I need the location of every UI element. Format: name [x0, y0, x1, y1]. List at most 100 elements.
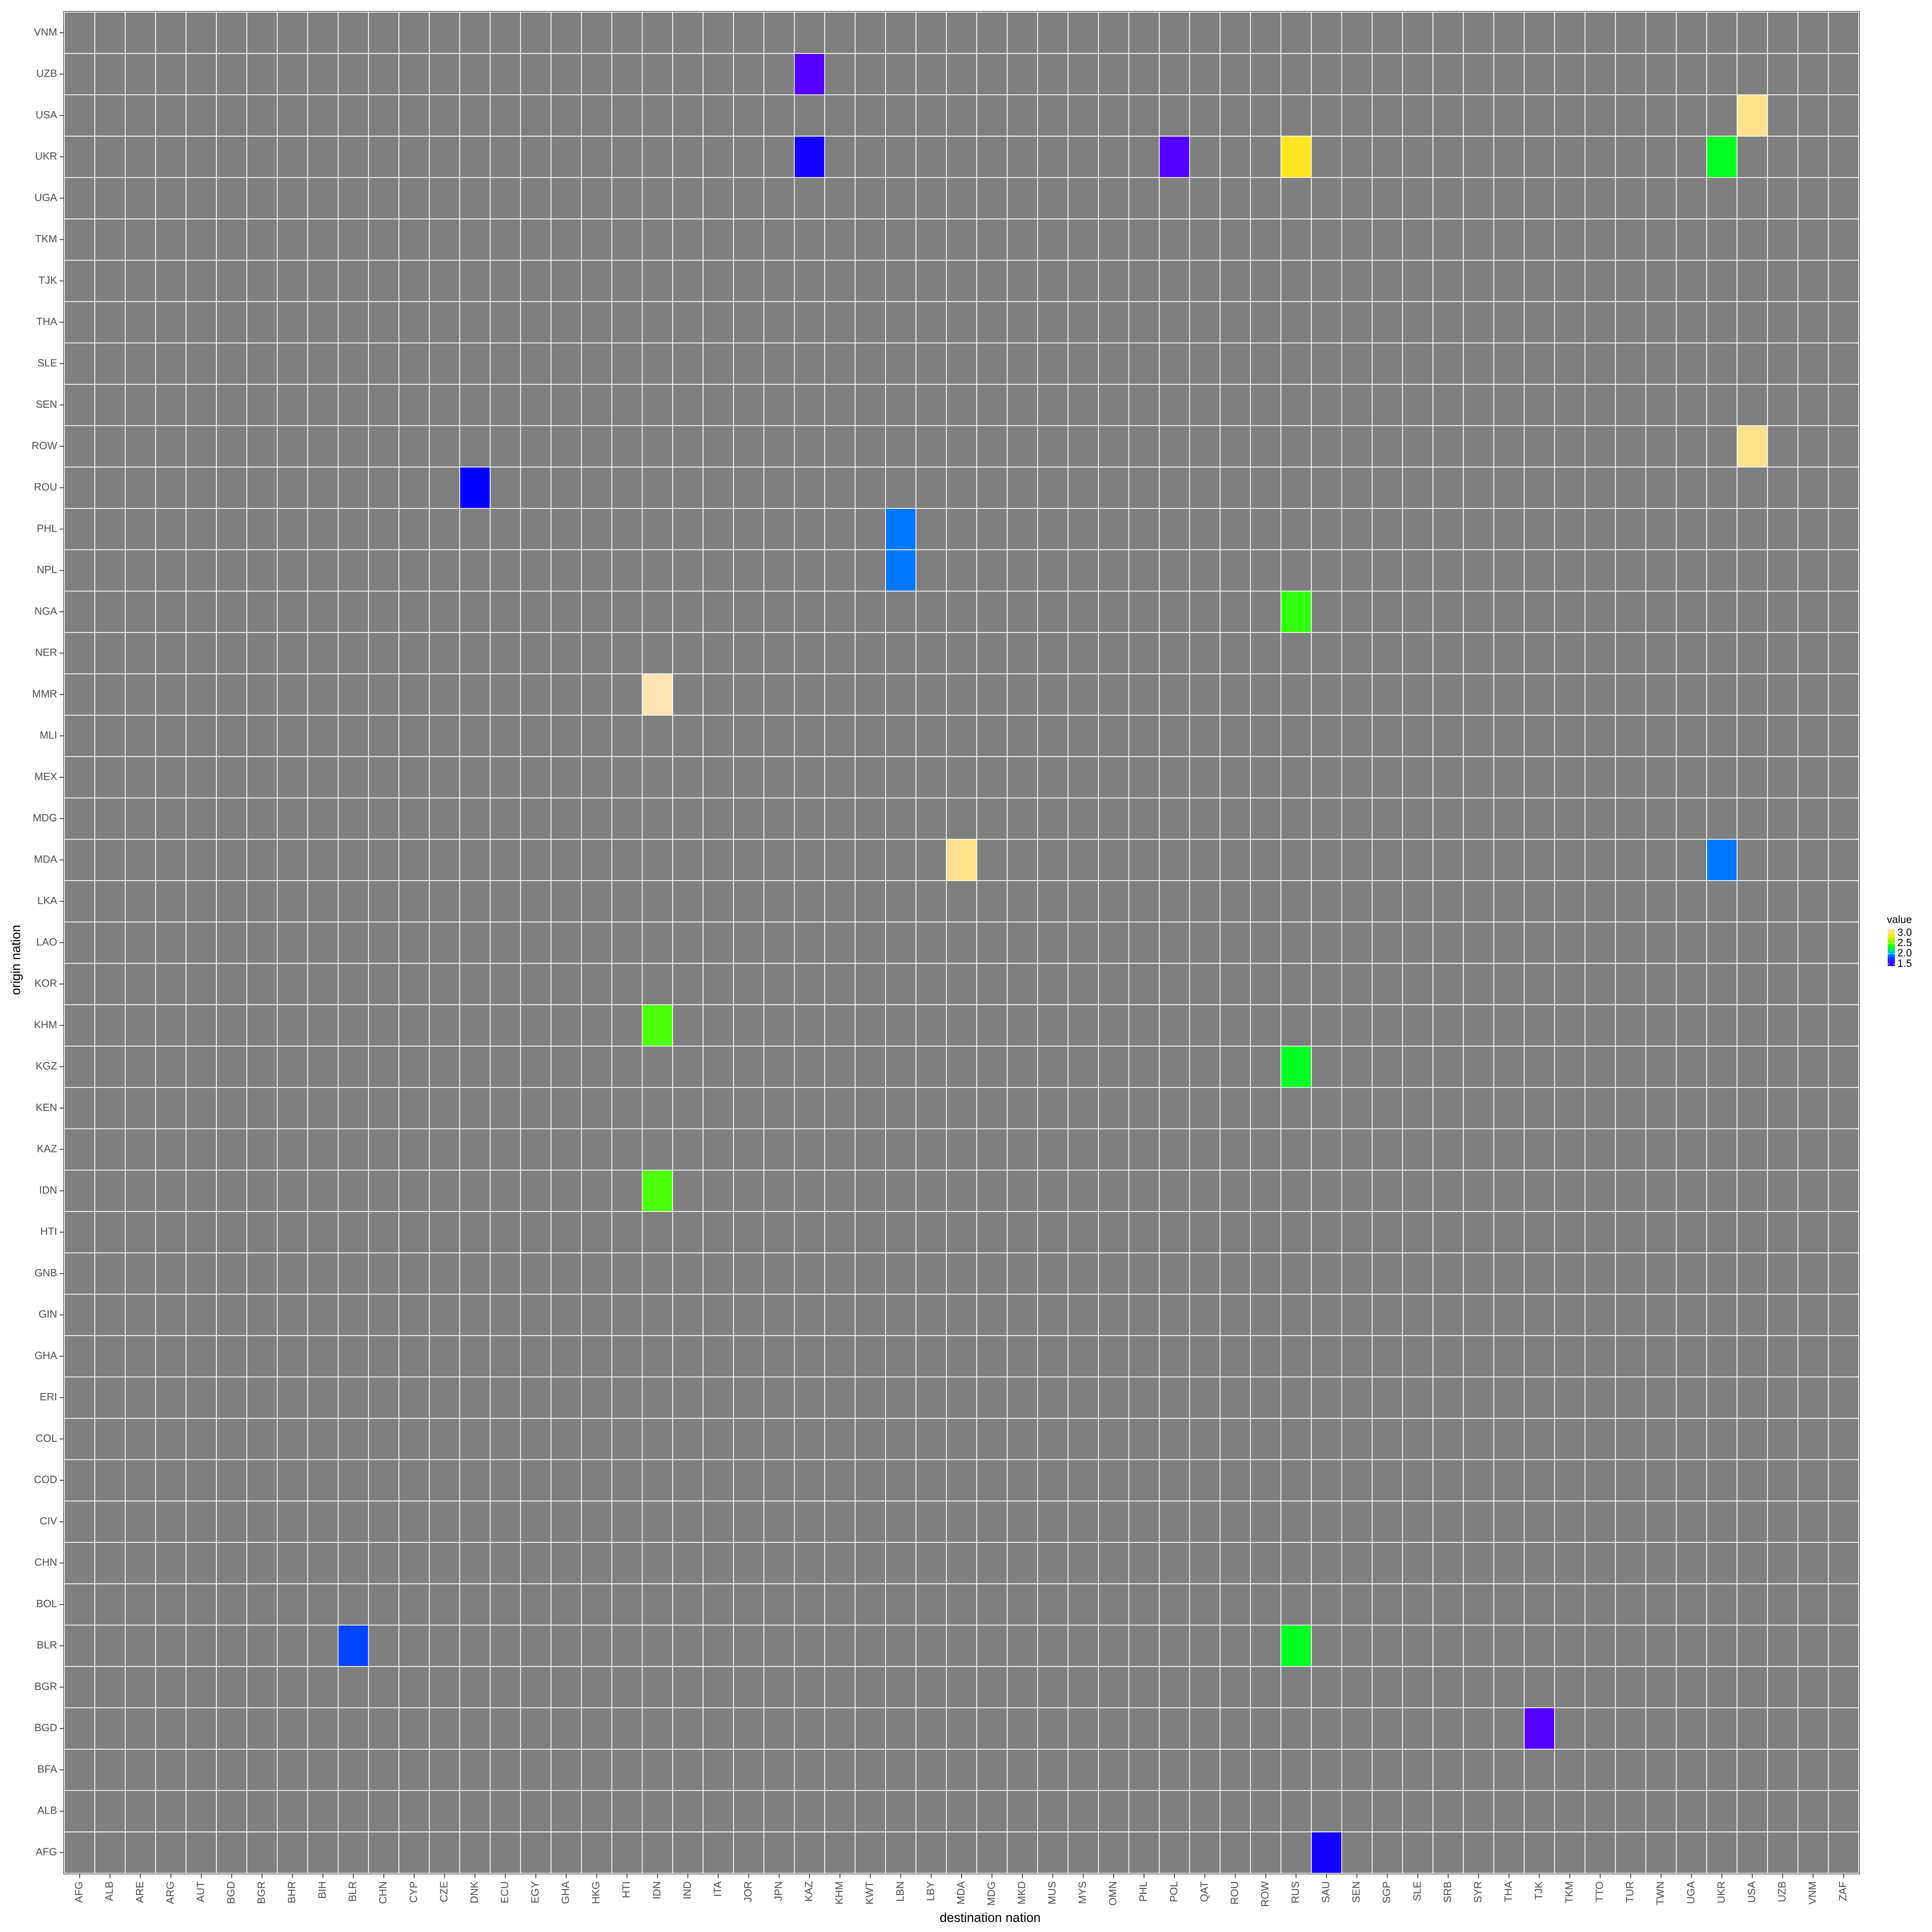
- heatmap-cell-empty: [246, 590, 278, 633]
- heatmap-cell-empty: [855, 425, 886, 468]
- heatmap-cell-empty: [1067, 1087, 1099, 1129]
- heatmap-cell-empty: [824, 1624, 856, 1667]
- heatmap-cell-empty: [429, 177, 460, 219]
- heatmap-cell-empty: [520, 1790, 551, 1833]
- heatmap-cell-empty: [1736, 343, 1768, 385]
- heatmap-cell-empty: [155, 1707, 187, 1750]
- heatmap-cell-empty: [1128, 1335, 1160, 1377]
- heatmap-cell-empty: [550, 1376, 582, 1419]
- heatmap-cell-empty: [1432, 1211, 1464, 1253]
- heatmap-cell-empty: [1615, 880, 1647, 923]
- heatmap-cell-empty: [946, 1087, 977, 1129]
- heatmap-cell-empty: [1554, 1045, 1585, 1088]
- heatmap-cell-empty: [398, 177, 430, 219]
- heatmap-cell-empty: [520, 384, 551, 426]
- heatmap-cell-empty: [1584, 1045, 1616, 1088]
- heatmap-cell-empty: [277, 1004, 308, 1046]
- heatmap-cell-empty: [1128, 632, 1160, 675]
- heatmap-cell-empty: [520, 343, 551, 385]
- heatmap-cell-empty: [1463, 260, 1494, 302]
- heatmap-cell-empty: [246, 1418, 278, 1460]
- heatmap-cell-empty: [489, 1624, 521, 1667]
- heatmap-cell-empty: [520, 1624, 551, 1667]
- heatmap-cell-empty: [459, 53, 491, 95]
- heatmap-cell-empty: [125, 673, 156, 716]
- heatmap-cell-empty: [1706, 1748, 1738, 1791]
- heatmap-cell-empty: [885, 1376, 916, 1419]
- heatmap-cell-empty: [459, 508, 491, 550]
- heatmap-cell-empty: [1067, 756, 1099, 799]
- heatmap-cell-empty: [307, 1501, 339, 1543]
- heatmap-cell-empty: [1159, 1376, 1190, 1419]
- heatmap-cell-empty: [1037, 466, 1069, 509]
- heatmap-cell-empty: [246, 53, 278, 95]
- heatmap-cell-empty: [1189, 1418, 1221, 1460]
- heatmap-cell-empty: [1706, 963, 1738, 1005]
- heatmap-cell-empty: [885, 177, 916, 219]
- heatmap-cell-empty: [1736, 218, 1768, 261]
- heatmap-cell-empty: [1220, 1045, 1251, 1088]
- heatmap-cell-empty: [1007, 1666, 1038, 1708]
- heatmap-cell-empty: [307, 1542, 339, 1584]
- heatmap-cell-empty: [915, 549, 947, 592]
- heatmap-cell-empty: [1098, 218, 1129, 261]
- heatmap-cell-empty: [733, 921, 764, 964]
- heatmap-cell-empty: [1828, 1170, 1860, 1212]
- heatmap-cell-empty: [459, 1376, 491, 1419]
- heatmap-cell-empty: [1280, 714, 1312, 757]
- heatmap-cell-empty: [702, 136, 734, 178]
- y-tick-label: MDG: [33, 812, 57, 824]
- x-tick-label: THA: [1502, 1881, 1514, 1902]
- heatmap-cell-empty: [1493, 136, 1525, 178]
- heatmap-cell-empty: [976, 1170, 1008, 1212]
- heatmap-cell-empty: [1372, 1045, 1403, 1088]
- heatmap-cell-empty: [763, 963, 795, 1005]
- heatmap-cell-empty: [1828, 343, 1860, 385]
- heatmap-cell-empty: [763, 1418, 795, 1460]
- heatmap-cell-empty: [611, 1335, 643, 1377]
- heatmap-cell-empty: [1584, 177, 1616, 219]
- heatmap-cell-empty: [246, 1501, 278, 1543]
- heatmap-cell-empty: [398, 301, 430, 344]
- heatmap-cell-empty: [398, 963, 430, 1005]
- heatmap-cell-empty: [1341, 260, 1373, 302]
- heatmap-cell-empty: [1250, 1666, 1282, 1708]
- heatmap-cell-empty: [520, 425, 551, 468]
- heatmap-cell-empty: [1280, 839, 1312, 881]
- heatmap-cell-empty: [1280, 466, 1312, 509]
- heatmap-cell-empty: [216, 1004, 248, 1046]
- heatmap-cell-empty: [1493, 1542, 1525, 1584]
- heatmap-cell-empty: [1554, 94, 1585, 137]
- y-tick-label: NPL: [37, 564, 57, 576]
- heatmap-cell-empty: [1463, 1128, 1494, 1171]
- heatmap-cell-empty: [1098, 921, 1129, 964]
- heatmap-cell-empty: [1645, 1128, 1677, 1171]
- heatmap-cell-empty: [1645, 1790, 1677, 1833]
- heatmap-cell-empty: [246, 1335, 278, 1377]
- heatmap-cell-empty: [1432, 1252, 1464, 1295]
- heatmap-cell-empty: [611, 1624, 643, 1667]
- heatmap-cell-empty: [429, 1087, 460, 1129]
- heatmap-cell-empty: [1493, 1045, 1525, 1088]
- heatmap-cell-empty: [1037, 343, 1069, 385]
- heatmap-cell-empty: [642, 466, 673, 509]
- heatmap-cell-empty: [216, 963, 248, 1005]
- heatmap-cell-empty: [1493, 425, 1525, 468]
- x-tick-label: DNK: [468, 1881, 480, 1903]
- heatmap-cell-empty: [824, 1335, 856, 1377]
- heatmap-cell-empty: [1645, 1294, 1677, 1336]
- heatmap-cell-empty: [155, 1459, 187, 1502]
- heatmap-cell-empty: [1220, 1790, 1251, 1833]
- heatmap-cell-empty: [489, 1004, 521, 1046]
- heatmap-cell-empty: [642, 301, 673, 344]
- heatmap-cell-empty: [1828, 549, 1860, 592]
- heatmap-cell-empty: [1736, 1211, 1768, 1253]
- heatmap-cell-empty: [1797, 921, 1829, 964]
- heatmap-cell-empty: [763, 880, 795, 923]
- heatmap-cell-empty: [1189, 1004, 1221, 1046]
- heatmap-cell-empty: [1189, 1087, 1221, 1129]
- heatmap-cell-empty: [976, 1335, 1008, 1377]
- heatmap-cell-empty: [1463, 1418, 1494, 1460]
- heatmap-cell-empty: [1341, 1252, 1373, 1295]
- heatmap-cell-empty: [1432, 1170, 1464, 1212]
